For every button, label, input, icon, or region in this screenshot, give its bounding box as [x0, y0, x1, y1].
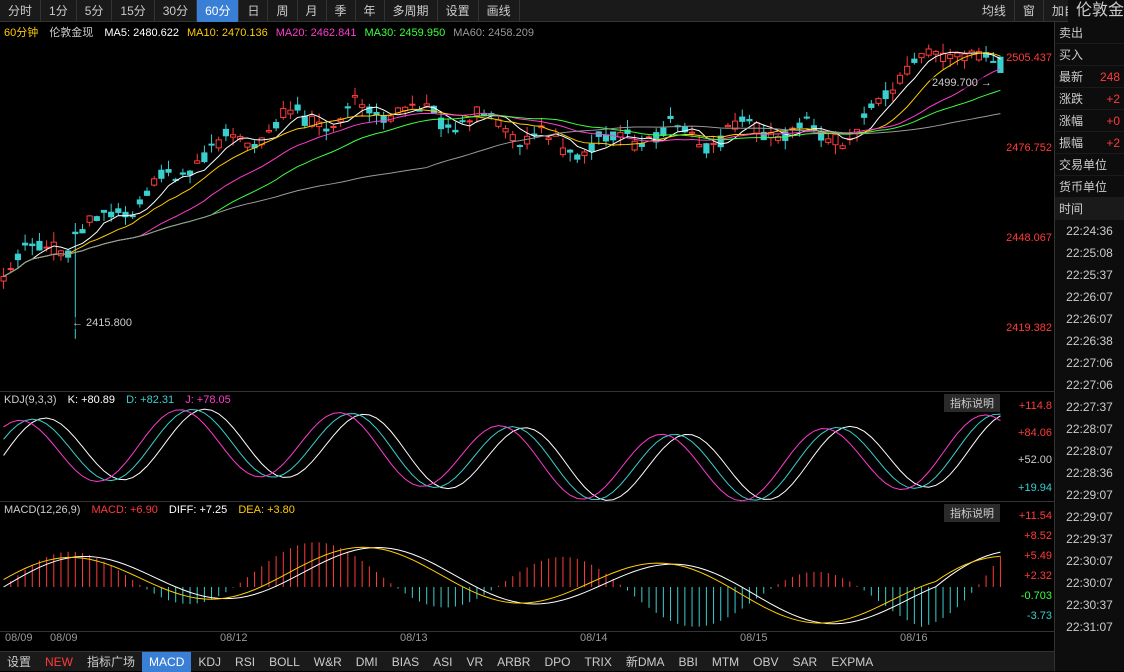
time-row: 22:28:36: [1055, 462, 1124, 484]
sidebar: 卖出买入最新248涨跌+2涨幅+0振幅+2交易单位货币单位 时间 22:24:3…: [1054, 22, 1124, 671]
time-row: 22:28:07: [1055, 418, 1124, 440]
side-涨跌: 涨跌+2: [1055, 88, 1124, 110]
ind-TRIX[interactable]: TRIX: [577, 652, 618, 672]
ind-DPO[interactable]: DPO: [537, 652, 577, 672]
tf-1分[interactable]: 1分: [41, 0, 77, 22]
x-tick: 08/09: [50, 632, 78, 644]
side-涨幅: 涨幅+0: [1055, 110, 1124, 132]
x-tick: 08/13: [400, 632, 428, 644]
tf-画线[interactable]: 画线: [479, 0, 520, 22]
time-row: 22:24:36: [1055, 220, 1124, 242]
time-row: 22:27:06: [1055, 352, 1124, 374]
x-tick: 08/12: [220, 632, 248, 644]
y-tick: 2476.752: [1006, 142, 1052, 154]
time-row: 22:26:38: [1055, 330, 1124, 352]
ind-OBV[interactable]: OBV: [746, 652, 785, 672]
ind-BIAS[interactable]: BIAS: [385, 652, 426, 672]
ind-W&R[interactable]: W&R: [307, 652, 349, 672]
time-row: 22:29:37: [1055, 528, 1124, 550]
time-row: 22:27:37: [1055, 396, 1124, 418]
kdj-panel[interactable]: KDJ(9,3,3) K: +80.89 D: +82.31 J: +78.05…: [0, 392, 1054, 502]
time-row: 22:28:07: [1055, 440, 1124, 462]
y-tick: 2505.437: [1006, 52, 1052, 64]
bot-new[interactable]: NEW: [38, 652, 80, 672]
tf-周[interactable]: 周: [268, 0, 297, 22]
time-row: 22:29:07: [1055, 506, 1124, 528]
bot-设置[interactable]: 设置: [0, 652, 38, 672]
ind-新DMA[interactable]: 新DMA: [619, 652, 672, 672]
tf-60分[interactable]: 60分: [197, 0, 239, 22]
tf-5分[interactable]: 5分: [77, 0, 113, 22]
x-tick: 08/15: [740, 632, 768, 644]
x-tick: 08/14: [580, 632, 608, 644]
tf-年[interactable]: 年: [356, 0, 385, 22]
ind-VR[interactable]: VR: [459, 652, 490, 672]
time-row: 22:29:07: [1055, 484, 1124, 506]
ind-MTM[interactable]: MTM: [705, 652, 746, 672]
indicator-bar: 设置NEW指标广场MACDKDJRSIBOLLW&RDMIBIASASIVRAR…: [0, 651, 1054, 671]
ind-BBI[interactable]: BBI: [672, 652, 705, 672]
ind-MACD[interactable]: MACD: [142, 652, 191, 672]
x-axis: 08/09 08/09 08/12 08/13 08/14 08/15 08/16: [0, 632, 1054, 650]
bot-plaza[interactable]: 指标广场: [80, 652, 142, 672]
time-row: 22:25:37: [1055, 264, 1124, 286]
y-tick: 2419.382: [1006, 322, 1052, 334]
ind-DMI[interactable]: DMI: [349, 652, 385, 672]
tf-30分[interactable]: 30分: [155, 0, 197, 22]
tfr-均线[interactable]: 均线: [974, 0, 1015, 22]
time-row: 22:27:06: [1055, 374, 1124, 396]
tf-15分[interactable]: 15分: [112, 0, 154, 22]
ind-BOLL[interactable]: BOLL: [262, 652, 307, 672]
ind-EXPMA[interactable]: EXPMA: [824, 652, 880, 672]
time-row: 22:26:07: [1055, 308, 1124, 330]
price-high-label: 2499.700 →: [930, 77, 994, 89]
time-row: 22:30:37: [1055, 594, 1124, 616]
side-货币单位: 货币单位: [1055, 176, 1124, 198]
side-买入: 买入: [1055, 44, 1124, 66]
time-row: 22:30:07: [1055, 572, 1124, 594]
tf-设置[interactable]: 设置: [438, 0, 479, 22]
ind-ARBR[interactable]: ARBR: [490, 652, 537, 672]
price-panel[interactable]: 60分钟 伦敦金现 MA5: 2480.622MA10: 2470.136MA2…: [0, 22, 1054, 392]
time-row: 22:30:07: [1055, 550, 1124, 572]
side-最新: 最新248: [1055, 66, 1124, 88]
time-row: 22:26:07: [1055, 286, 1124, 308]
ind-RSI[interactable]: RSI: [228, 652, 262, 672]
side-交易单位: 交易单位: [1055, 154, 1124, 176]
side-卖出: 卖出: [1055, 22, 1124, 44]
x-tick: 08/09: [5, 632, 33, 644]
macd-panel[interactable]: MACD(12,26,9) MACD: +6.90 DIFF: +7.25 DE…: [0, 502, 1054, 632]
price-low-label: ← 2415.800: [70, 317, 134, 329]
tf-日[interactable]: 日: [239, 0, 268, 22]
timeframe-bar: 分时1分5分15分30分60分日周月季年多周期设置画线 均线窗加自选➦: [0, 0, 1124, 22]
ind-ASI[interactable]: ASI: [426, 652, 459, 672]
tf-月[interactable]: 月: [298, 0, 327, 22]
x-tick: 08/16: [900, 632, 928, 644]
ind-SAR[interactable]: SAR: [786, 652, 825, 672]
tfr-窗[interactable]: 窗: [1015, 0, 1044, 22]
side-振幅: 振幅+2: [1055, 132, 1124, 154]
tf-分时[interactable]: 分时: [0, 0, 41, 22]
time-row: 22:31:07: [1055, 616, 1124, 638]
charts-area: 60分钟 伦敦金现 MA5: 2480.622MA10: 2470.136MA2…: [0, 22, 1054, 671]
time-header: 时间: [1055, 198, 1124, 220]
tf-季[interactable]: 季: [327, 0, 356, 22]
time-row: 22:25:08: [1055, 242, 1124, 264]
y-tick: 2448.067: [1006, 232, 1052, 244]
tf-多周期[interactable]: 多周期: [385, 0, 438, 22]
instrument-title: 伦敦金: [1068, 0, 1124, 22]
ind-KDJ[interactable]: KDJ: [191, 652, 228, 672]
